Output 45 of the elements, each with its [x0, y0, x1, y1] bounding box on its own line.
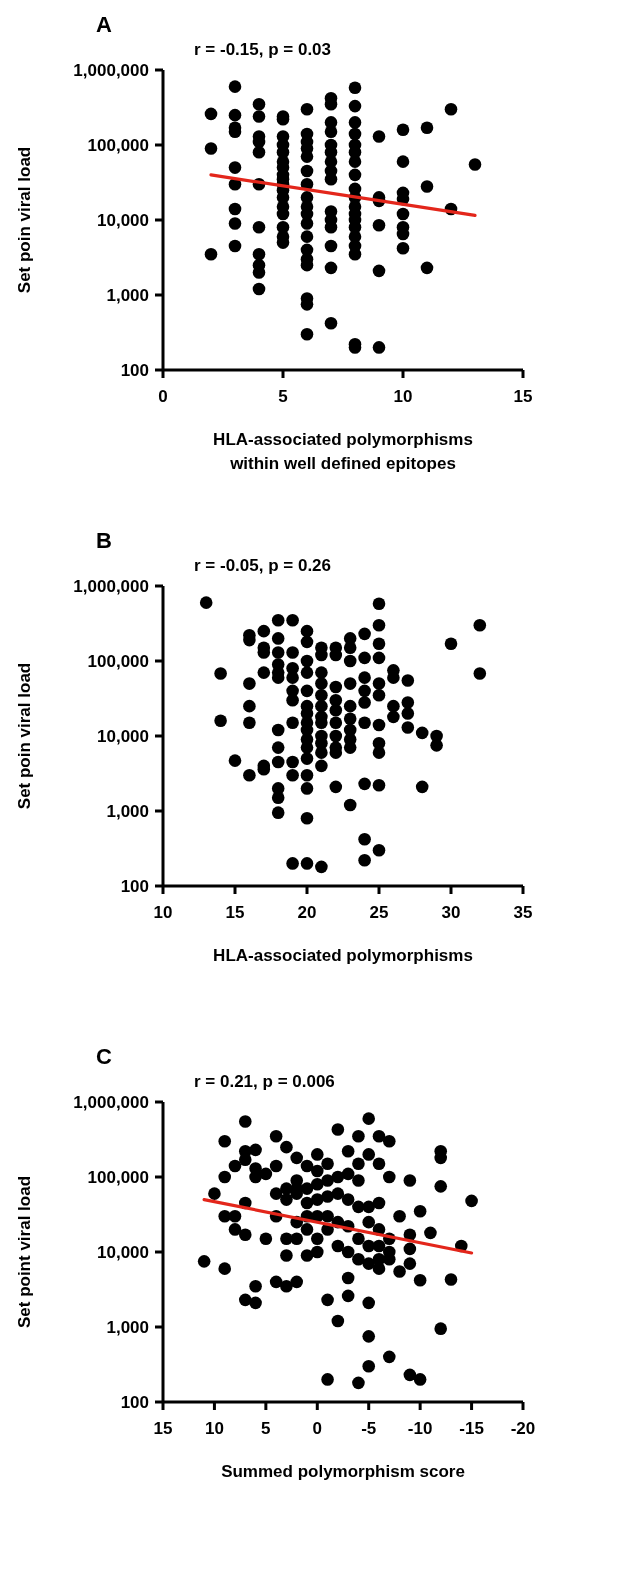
y-tick-label: 1,000 [106, 286, 149, 305]
y-tick-label: 10,000 [97, 1243, 149, 1262]
text: r = 0.21, p = 0.006 [194, 1072, 335, 1091]
y-tick-label: 1,000 [106, 1318, 149, 1337]
x-tick-label: 0 [312, 1419, 323, 1438]
chart-title: C [96, 1044, 112, 1069]
y-tick-label: 1,000,000 [73, 577, 149, 596]
x-tick-label: -20 [510, 1419, 536, 1438]
x-axis-title: HLA-associated polymorphisms within well defined epitopes [213, 430, 473, 473]
y-tick-label: 100,000 [87, 136, 149, 155]
x-axis-title: Summed polymorphism score [221, 1462, 465, 1481]
x-tick-label: 35 [513, 903, 533, 922]
y-tick-label: 100 [120, 877, 149, 896]
y-tick-label: 100,000 [87, 652, 149, 671]
x-tick-label: -15 [459, 1419, 484, 1438]
y-axis-title: Set point viral load [15, 1175, 34, 1329]
chart-title: A [96, 12, 112, 37]
text: r = -0.05, p = 0.26 [194, 556, 332, 575]
x-tick-label: -10 [407, 1419, 433, 1438]
x-tick-label: 5 [278, 387, 288, 406]
y-tick-label: 10,000 [97, 211, 149, 230]
y-tick-label: 1,000 [106, 802, 149, 821]
y-tick-label: 100,000 [87, 1168, 149, 1187]
x-tick-label: 25 [369, 903, 389, 922]
y-tick-label: 1,000,000 [73, 61, 149, 80]
y-tick-label: 100 [120, 361, 149, 380]
x-tick-label: 15 [153, 1419, 173, 1438]
x-axis-title: HLA-associated polymorphisms [213, 946, 473, 965]
x-tick-label: 0 [158, 387, 168, 406]
y-axis-title: Set poin viral load [15, 146, 34, 294]
x-tick-label: 15 [225, 903, 245, 922]
x-tick-label: 30 [441, 903, 461, 922]
x-tick-label: 5 [261, 1419, 271, 1438]
x-tick-label: 20 [297, 903, 317, 922]
chart-title: B [96, 528, 112, 553]
y-tick-label: 1,000,000 [73, 1093, 149, 1112]
x-tick-label: -5 [361, 1419, 377, 1438]
y-axis-title: Set poin viral load [15, 662, 34, 810]
x-tick-label: 10 [393, 387, 413, 406]
x-tick-label: 10 [204, 1419, 224, 1438]
x-tick-label: 15 [513, 387, 533, 406]
text: r = -0.15, p = 0.03 [194, 40, 332, 59]
x-tick-label: 10 [153, 903, 173, 922]
y-tick-label: 10,000 [97, 727, 149, 746]
y-tick-label: 100 [120, 1393, 149, 1412]
